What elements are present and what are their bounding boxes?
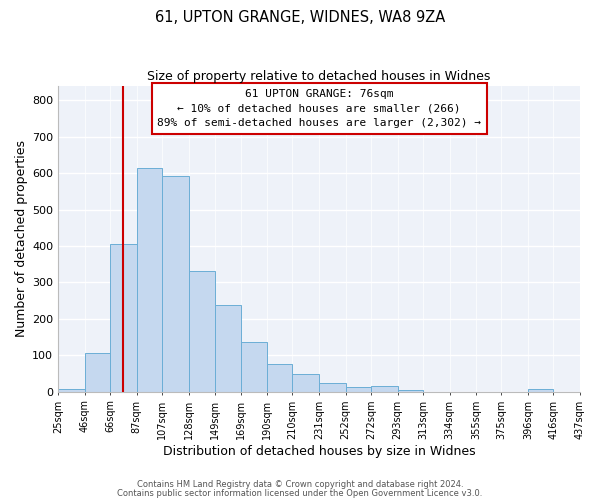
Bar bbox=[162, 176, 188, 392]
Bar bbox=[58, 390, 85, 392]
Bar bbox=[215, 305, 241, 392]
Text: 61, UPTON GRANGE, WIDNES, WA8 9ZA: 61, UPTON GRANGE, WIDNES, WA8 9ZA bbox=[155, 10, 445, 25]
Bar bbox=[188, 272, 215, 392]
X-axis label: Distribution of detached houses by size in Widnes: Distribution of detached houses by size … bbox=[163, 444, 475, 458]
Bar bbox=[528, 389, 553, 392]
Bar bbox=[137, 168, 162, 392]
Bar bbox=[267, 364, 292, 392]
Text: Contains HM Land Registry data © Crown copyright and database right 2024.: Contains HM Land Registry data © Crown c… bbox=[137, 480, 463, 489]
Bar bbox=[292, 374, 319, 392]
Title: Size of property relative to detached houses in Widnes: Size of property relative to detached ho… bbox=[148, 70, 491, 83]
Bar bbox=[371, 386, 398, 392]
Bar bbox=[110, 244, 137, 392]
Bar bbox=[398, 390, 423, 392]
Bar bbox=[241, 342, 267, 392]
Bar bbox=[85, 353, 110, 392]
Text: Contains public sector information licensed under the Open Government Licence v3: Contains public sector information licen… bbox=[118, 488, 482, 498]
Bar bbox=[319, 382, 346, 392]
Text: 61 UPTON GRANGE: 76sqm
← 10% of detached houses are smaller (266)
89% of semi-de: 61 UPTON GRANGE: 76sqm ← 10% of detached… bbox=[157, 88, 481, 128]
Bar bbox=[346, 386, 371, 392]
Y-axis label: Number of detached properties: Number of detached properties bbox=[15, 140, 28, 337]
